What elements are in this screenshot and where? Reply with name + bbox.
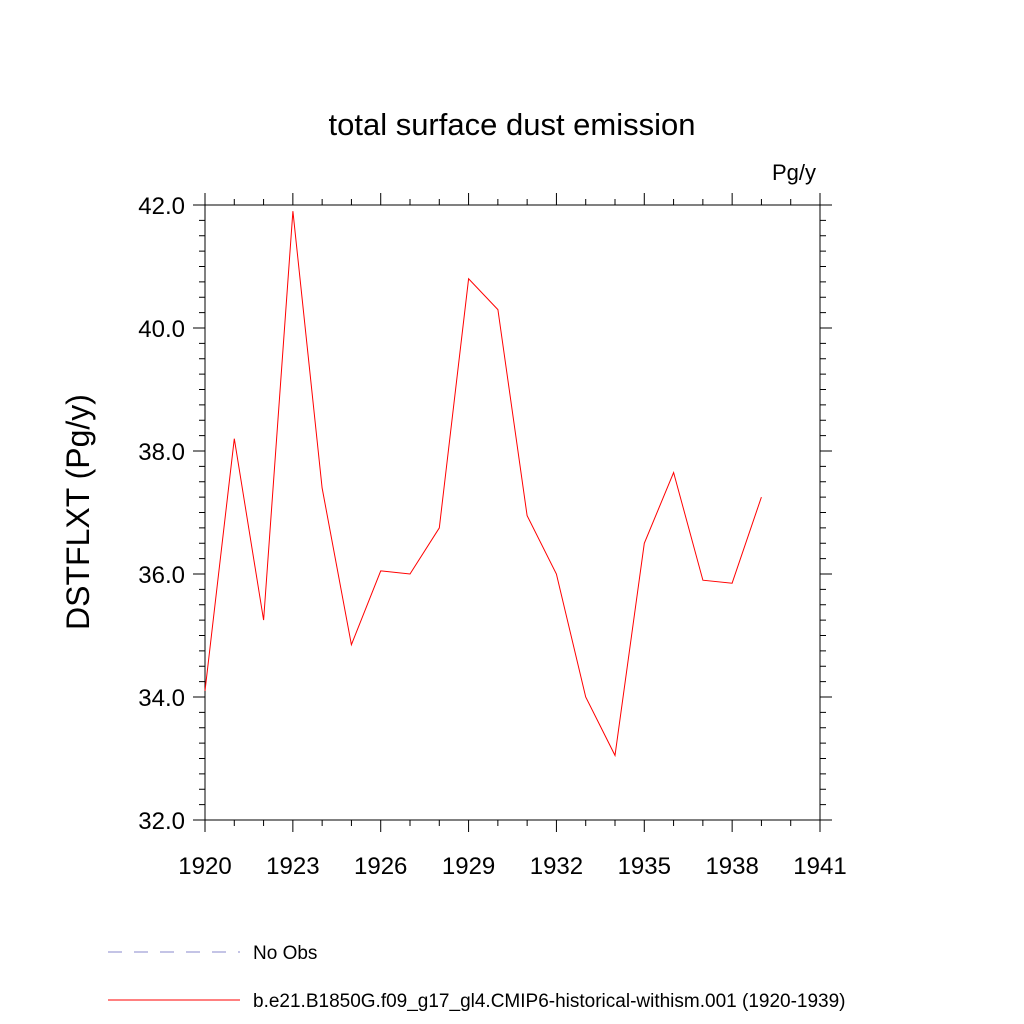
y-tick-label: 34.0 bbox=[138, 685, 185, 712]
plot-frame bbox=[204, 204, 821, 821]
x-tick-label: 1941 bbox=[793, 853, 846, 880]
x-tick-label: 1923 bbox=[266, 853, 319, 880]
y-tick-label: 42.0 bbox=[138, 193, 185, 220]
legend: No Obs b.e21.B1850G.f09_g17_gl4.CMIP6-his… bbox=[108, 943, 846, 1012]
y-tick-label: 38.0 bbox=[138, 439, 185, 466]
x-tick-label: 1938 bbox=[705, 853, 758, 880]
x-tick-label: 1926 bbox=[354, 853, 407, 880]
y-tick-label: 40.0 bbox=[138, 316, 185, 343]
x-tick-label: 1932 bbox=[530, 853, 583, 880]
y-tick-label: 36.0 bbox=[138, 562, 185, 589]
series-layer bbox=[204, 211, 762, 758]
x-tick-label: 1920 bbox=[178, 853, 231, 880]
y-axis-label: DSTFLXT (Pg/y) bbox=[60, 394, 96, 630]
x-tick-label: 1929 bbox=[442, 853, 495, 880]
x-axis: 1920 1923 1926 1929 1932 1935 1938 1941 bbox=[178, 193, 847, 880]
legend-label: No Obs bbox=[253, 943, 317, 964]
series-line bbox=[204, 211, 762, 758]
x-tick-label: 1935 bbox=[618, 853, 671, 880]
legend-label: b.e21.B1850G.f09_g17_gl4.CMIP6-historica… bbox=[253, 991, 846, 1012]
y-axis: 32.0 34.0 36.0 38.0 40.0 42.0 bbox=[138, 193, 832, 835]
chart-title: total surface dust emission bbox=[328, 107, 695, 142]
units-label: Pg/y bbox=[772, 160, 816, 185]
y-tick-label: 32.0 bbox=[138, 808, 185, 835]
